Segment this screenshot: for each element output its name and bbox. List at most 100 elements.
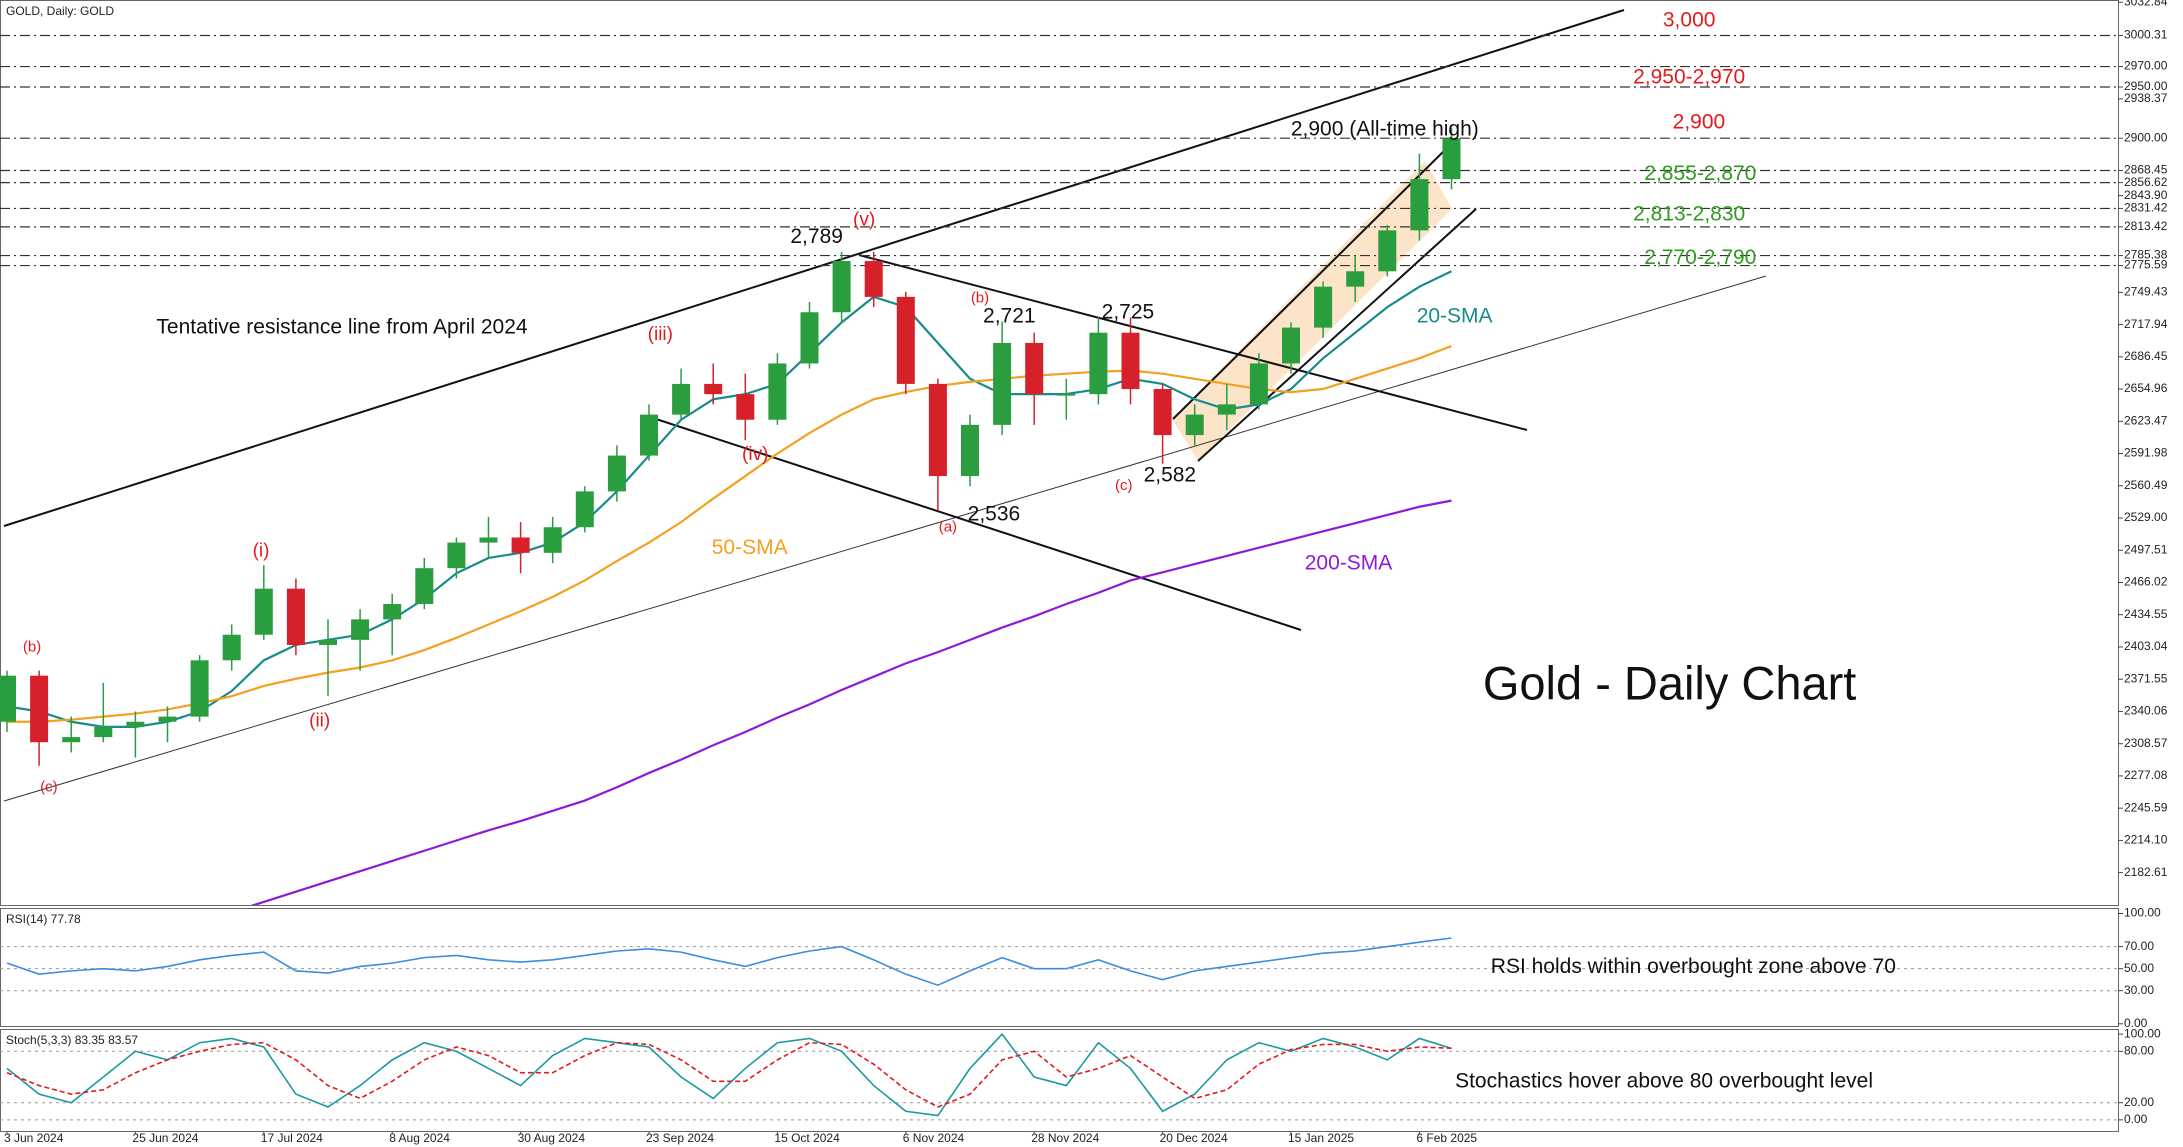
y-tick-label: 0.00 [2124,1112,2148,1126]
candle-body [0,675,16,722]
plot-area [0,34,2118,905]
x-tick-label: 15 Oct 2024 [774,1131,840,1145]
annotation: 2,582 [1144,464,1197,487]
resistance-line [3,9,1625,527]
annotation: 2,855-2,870 [1644,162,1756,185]
y-tick-label: 100.00 [2124,906,2161,920]
y-tick-label: 2868.45 [2124,163,2168,177]
panel-border [0,1029,2119,1132]
candle-body [1410,179,1429,231]
indicator-line [6,1041,1452,1108]
annotation: (v) [853,210,875,231]
candle-body [896,296,915,384]
x-tick-label: 8 Aug 2024 [389,1131,450,1145]
annotation: (i) [253,540,270,561]
y-tick-label: 2371.55 [2124,671,2168,685]
rising-channel-upper [1172,146,1449,420]
falling-channel-lower [655,418,1302,631]
candle-body [30,675,49,743]
annotation: (ii) [309,711,330,732]
indicator-line [6,1032,1452,1117]
candle-body [864,261,883,297]
y-tick-label: 2497.51 [2124,542,2168,556]
annotation: 2,900 (All-time high) [1291,117,1479,140]
candle-body [640,414,658,456]
panel-title: Stoch(5,3,3) 83.35 83.57 [6,1033,138,1047]
y-tick-label: 2950.00 [2124,79,2168,93]
candle-body [993,342,1012,425]
candle-body [1442,138,1461,180]
candle-body [928,383,947,477]
y-tick-label: 2214.10 [2124,833,2168,847]
x-tick-label: 30 Aug 2024 [518,1131,586,1145]
annotation: (a) [939,519,957,536]
annotation: Gold - Daily Chart [1483,656,1857,709]
candle-body [383,604,402,620]
annotation: 2,725 [1102,300,1155,323]
sma-line [250,499,1452,905]
candle-body [1378,230,1397,272]
candle-body [704,383,723,395]
annotation: (c) [1115,477,1133,494]
sma-label: 50-SMA [712,536,788,559]
y-tick-label: 30.00 [2124,983,2154,997]
candle-body [286,588,305,645]
panel-border [0,908,2119,1027]
y-tick-label: 2182.61 [2124,865,2168,879]
candle-body [1217,404,1236,415]
candle-body [511,537,530,553]
candle-body [1185,414,1204,436]
sma-line [6,270,1452,728]
support-line [3,275,1767,802]
panel-title: RSI(14) 77.78 [6,912,81,926]
candle-body [768,363,787,420]
y-tick-label: 0.00 [2124,1016,2148,1030]
candle-body [1346,271,1365,287]
y-tick-label: 2245.59 [2124,800,2168,814]
y-tick-label: 2466.02 [2124,575,2168,589]
y-tick-label: 2749.43 [2124,285,2168,299]
panel-annotation: Stochastics hover above 80 overbought le… [1455,1069,1873,1092]
y-tick-label: 2277.08 [2124,768,2168,782]
y-tick-label: 2717.94 [2124,317,2168,331]
x-tick-label: 3 Jun 2024 [4,1131,64,1145]
candle-body [1282,327,1300,364]
y-tick-label: 3000.31 [2124,28,2168,42]
candle-body [832,261,851,313]
y-tick-label: 2529.00 [2124,510,2168,524]
candle-body [447,542,466,569]
panel-annotation: RSI holds within overbought zone above 7… [1491,955,1896,978]
plot-area [0,937,2118,992]
candle-body [575,491,594,528]
y-tick-label: 2560.49 [2124,478,2168,492]
falling-channel-upper [858,254,1528,431]
candle-body [1153,389,1172,436]
panel-title: GOLD, Daily: GOLD [6,4,114,18]
x-tick-label: 17 Jul 2024 [261,1131,323,1145]
y-tick-label: 2900.00 [2124,130,2168,144]
annotation: 2,950-2,970 [1633,66,1745,89]
y-tick-label: 2938.37 [2124,91,2168,105]
candle-body [607,455,626,492]
annotation: Tentative resistance line from April 202… [156,316,528,339]
candle-body [961,424,979,477]
y-tick-label: 100.00 [2124,1026,2161,1040]
y-tick-label: 2654.96 [2124,381,2168,395]
candle-body [800,312,819,364]
candle-body [1314,286,1333,328]
y-tick-label: 2775.59 [2124,258,2168,272]
y-tick-label: 2403.04 [2124,639,2168,653]
y-tick-label: 2856.62 [2124,175,2168,189]
candle-body [319,639,337,645]
sma-label: 20-SMA [1417,304,1493,327]
candle-body [1121,332,1140,390]
y-tick-label: 2308.57 [2124,736,2168,750]
x-tick-label: 6 Feb 2025 [1416,1131,1477,1145]
candle-body [62,737,81,743]
annotation: 2,721 [983,304,1036,327]
annotation: (iii) [648,324,673,345]
x-tick-label: 23 Sep 2024 [646,1131,714,1145]
